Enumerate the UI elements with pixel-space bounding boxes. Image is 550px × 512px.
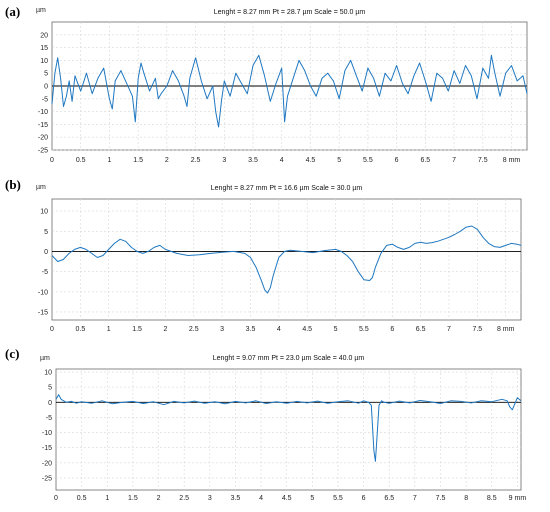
chart-header: Lenght = 8.27 mm Pt = 16.6 µm Scale = 30…	[211, 185, 363, 192]
chart-header: Lenght = 8.27 mm Pt = 28.7 µm Scale = 50…	[214, 9, 366, 16]
x-tick-label: 4	[280, 157, 284, 164]
x-tick-label: 8	[464, 495, 468, 502]
x-tick-label: 4.5	[282, 495, 292, 502]
y-tick-label: -15	[38, 122, 48, 129]
y-tick-label: -15	[42, 445, 52, 452]
x-tick-label: 9 mm	[509, 495, 527, 502]
y-tick-label: 5	[44, 229, 48, 236]
y-tick-label: -15	[38, 309, 48, 316]
x-tick-label: 3	[220, 326, 224, 333]
x-tick-label: 6.5	[416, 326, 426, 333]
x-tick-label: 8.5	[487, 495, 497, 502]
x-tick-label: 5	[334, 326, 338, 333]
y-tick-label: -5	[46, 415, 52, 422]
y-tick-label: -25	[38, 148, 48, 155]
profile-series-line	[51, 54, 528, 128]
x-tick-label: 1	[105, 495, 109, 502]
y-tick-label: -10	[42, 430, 52, 437]
y-tick-label: -20	[38, 135, 48, 142]
x-tick-label: 2	[163, 326, 167, 333]
y-tick-label: -5	[42, 96, 48, 103]
y-tick-label: 10	[40, 58, 48, 65]
y-tick-label: 10	[44, 370, 52, 377]
x-tick-label: 4.5	[306, 157, 316, 164]
x-tick-label: 4	[277, 326, 281, 333]
x-tick-label: 0	[54, 495, 58, 502]
y-unit-label: µm	[36, 7, 46, 14]
x-tick-label: 5	[310, 495, 314, 502]
x-tick-label: 6	[362, 495, 366, 502]
x-tick-label: 2.5	[179, 495, 189, 502]
x-tick-label: 6.5	[420, 157, 430, 164]
y-tick-label: -5	[42, 269, 48, 276]
x-tick-label: 4	[259, 495, 263, 502]
y-unit-label: µm	[40, 355, 50, 362]
x-tick-label: 6	[390, 326, 394, 333]
panel-label: (c)	[5, 346, 19, 361]
x-tick-label: 4.5	[302, 326, 312, 333]
x-tick-label: 2	[165, 157, 169, 164]
x-tick-label: 6.5	[384, 495, 394, 502]
x-tick-label: 2.5	[189, 326, 199, 333]
x-tick-label: 8 mm	[497, 326, 515, 333]
panel-label: (b)	[5, 177, 21, 192]
chart-header: Lenght = 9.07 mm Pt = 23.0 µm Scale = 40…	[213, 355, 365, 362]
panel-label: (a)	[5, 4, 20, 19]
y-tick-label: 5	[44, 71, 48, 78]
y-tick-label: -25	[42, 475, 52, 482]
chart-panel-2: (b) Lenght = 8.27 mm Pt = 16.6 µm Scale =…	[5, 177, 522, 333]
x-tick-label: 3	[222, 157, 226, 164]
x-tick-label: 7.5	[472, 326, 482, 333]
profile-series-line	[55, 394, 522, 462]
x-tick-label: 0	[50, 326, 54, 333]
x-tick-label: 3.5	[246, 326, 256, 333]
profile-series-line	[51, 225, 522, 294]
x-tick-label: 1	[107, 326, 111, 333]
x-tick-label: 0	[50, 157, 54, 164]
x-tick-label: 0.5	[75, 326, 85, 333]
y-tick-label: 15	[40, 45, 48, 52]
x-tick-label: 6	[395, 157, 399, 164]
x-tick-label: 8 mm	[503, 157, 521, 164]
x-tick-label: 7	[413, 495, 417, 502]
x-tick-label: 7.5	[436, 495, 446, 502]
x-tick-label: 5.5	[333, 495, 343, 502]
x-tick-label: 1.5	[133, 157, 143, 164]
y-tick-label: -10	[38, 289, 48, 296]
y-tick-label: 5	[48, 385, 52, 392]
x-tick-label: 7	[452, 157, 456, 164]
y-tick-label: 0	[44, 84, 48, 91]
y-tick-label: 0	[44, 249, 48, 256]
x-tick-label: 5	[337, 157, 341, 164]
x-tick-label: 5.5	[359, 326, 369, 333]
chart-panel-1: (a) Lenght = 8.27 mm Pt = 28.7 µm Scale =…	[5, 4, 528, 164]
x-tick-label: 7.5	[478, 157, 488, 164]
plot-area	[55, 368, 522, 491]
y-tick-label: 20	[40, 32, 48, 39]
x-tick-label: 1.5	[128, 495, 138, 502]
x-tick-label: 2	[157, 495, 161, 502]
x-tick-label: 5.5	[363, 157, 373, 164]
y-tick-label: 10	[40, 209, 48, 216]
x-tick-label: 0.5	[76, 157, 86, 164]
y-tick-label: -20	[42, 460, 52, 467]
y-unit-label: µm	[36, 184, 46, 191]
x-tick-label: 0.5	[77, 495, 87, 502]
x-tick-label: 2.5	[191, 157, 201, 164]
chart-panel-3: (c) Lenght = 9.07 mm Pt = 23.0 µm Scale =…	[5, 346, 526, 502]
x-tick-label: 3	[208, 495, 212, 502]
plot-area	[51, 198, 522, 321]
x-tick-label: 3.5	[231, 495, 241, 502]
y-tick-label: -10	[38, 109, 48, 116]
x-tick-label: 1.5	[132, 326, 142, 333]
x-tick-label: 7	[447, 326, 451, 333]
y-tick-label: 0	[48, 400, 52, 407]
x-tick-label: 1	[107, 157, 111, 164]
x-tick-label: 3.5	[248, 157, 258, 164]
